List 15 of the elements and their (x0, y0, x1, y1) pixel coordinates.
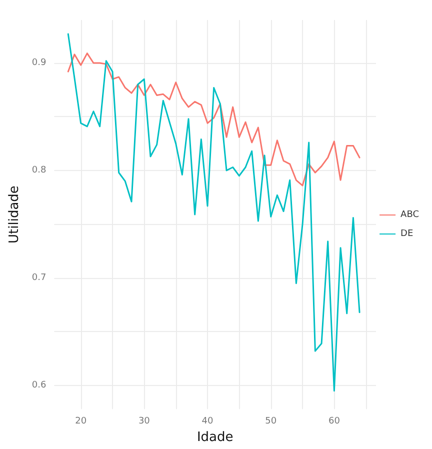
y-tick-label: 0.7 (32, 272, 46, 283)
y-tick-label: 0.6 (32, 380, 46, 390)
y-axis-title: Utilidade (7, 186, 22, 244)
legend-label: DE (400, 229, 414, 239)
legend-label: ABC (400, 210, 420, 220)
line-series (67, 33, 360, 392)
line-series (67, 52, 360, 186)
x-tick-label: 60 (328, 416, 340, 427)
x-tick-label: 30 (138, 416, 150, 427)
x-axis-title: Idade (196, 430, 234, 445)
x-tick-label: 50 (265, 416, 277, 427)
x-tick-label: 20 (75, 416, 87, 427)
x-tick-label: 40 (202, 416, 214, 427)
y-tick-label: 0.9 (32, 58, 46, 68)
y-tick-label: 0.8 (32, 165, 46, 176)
